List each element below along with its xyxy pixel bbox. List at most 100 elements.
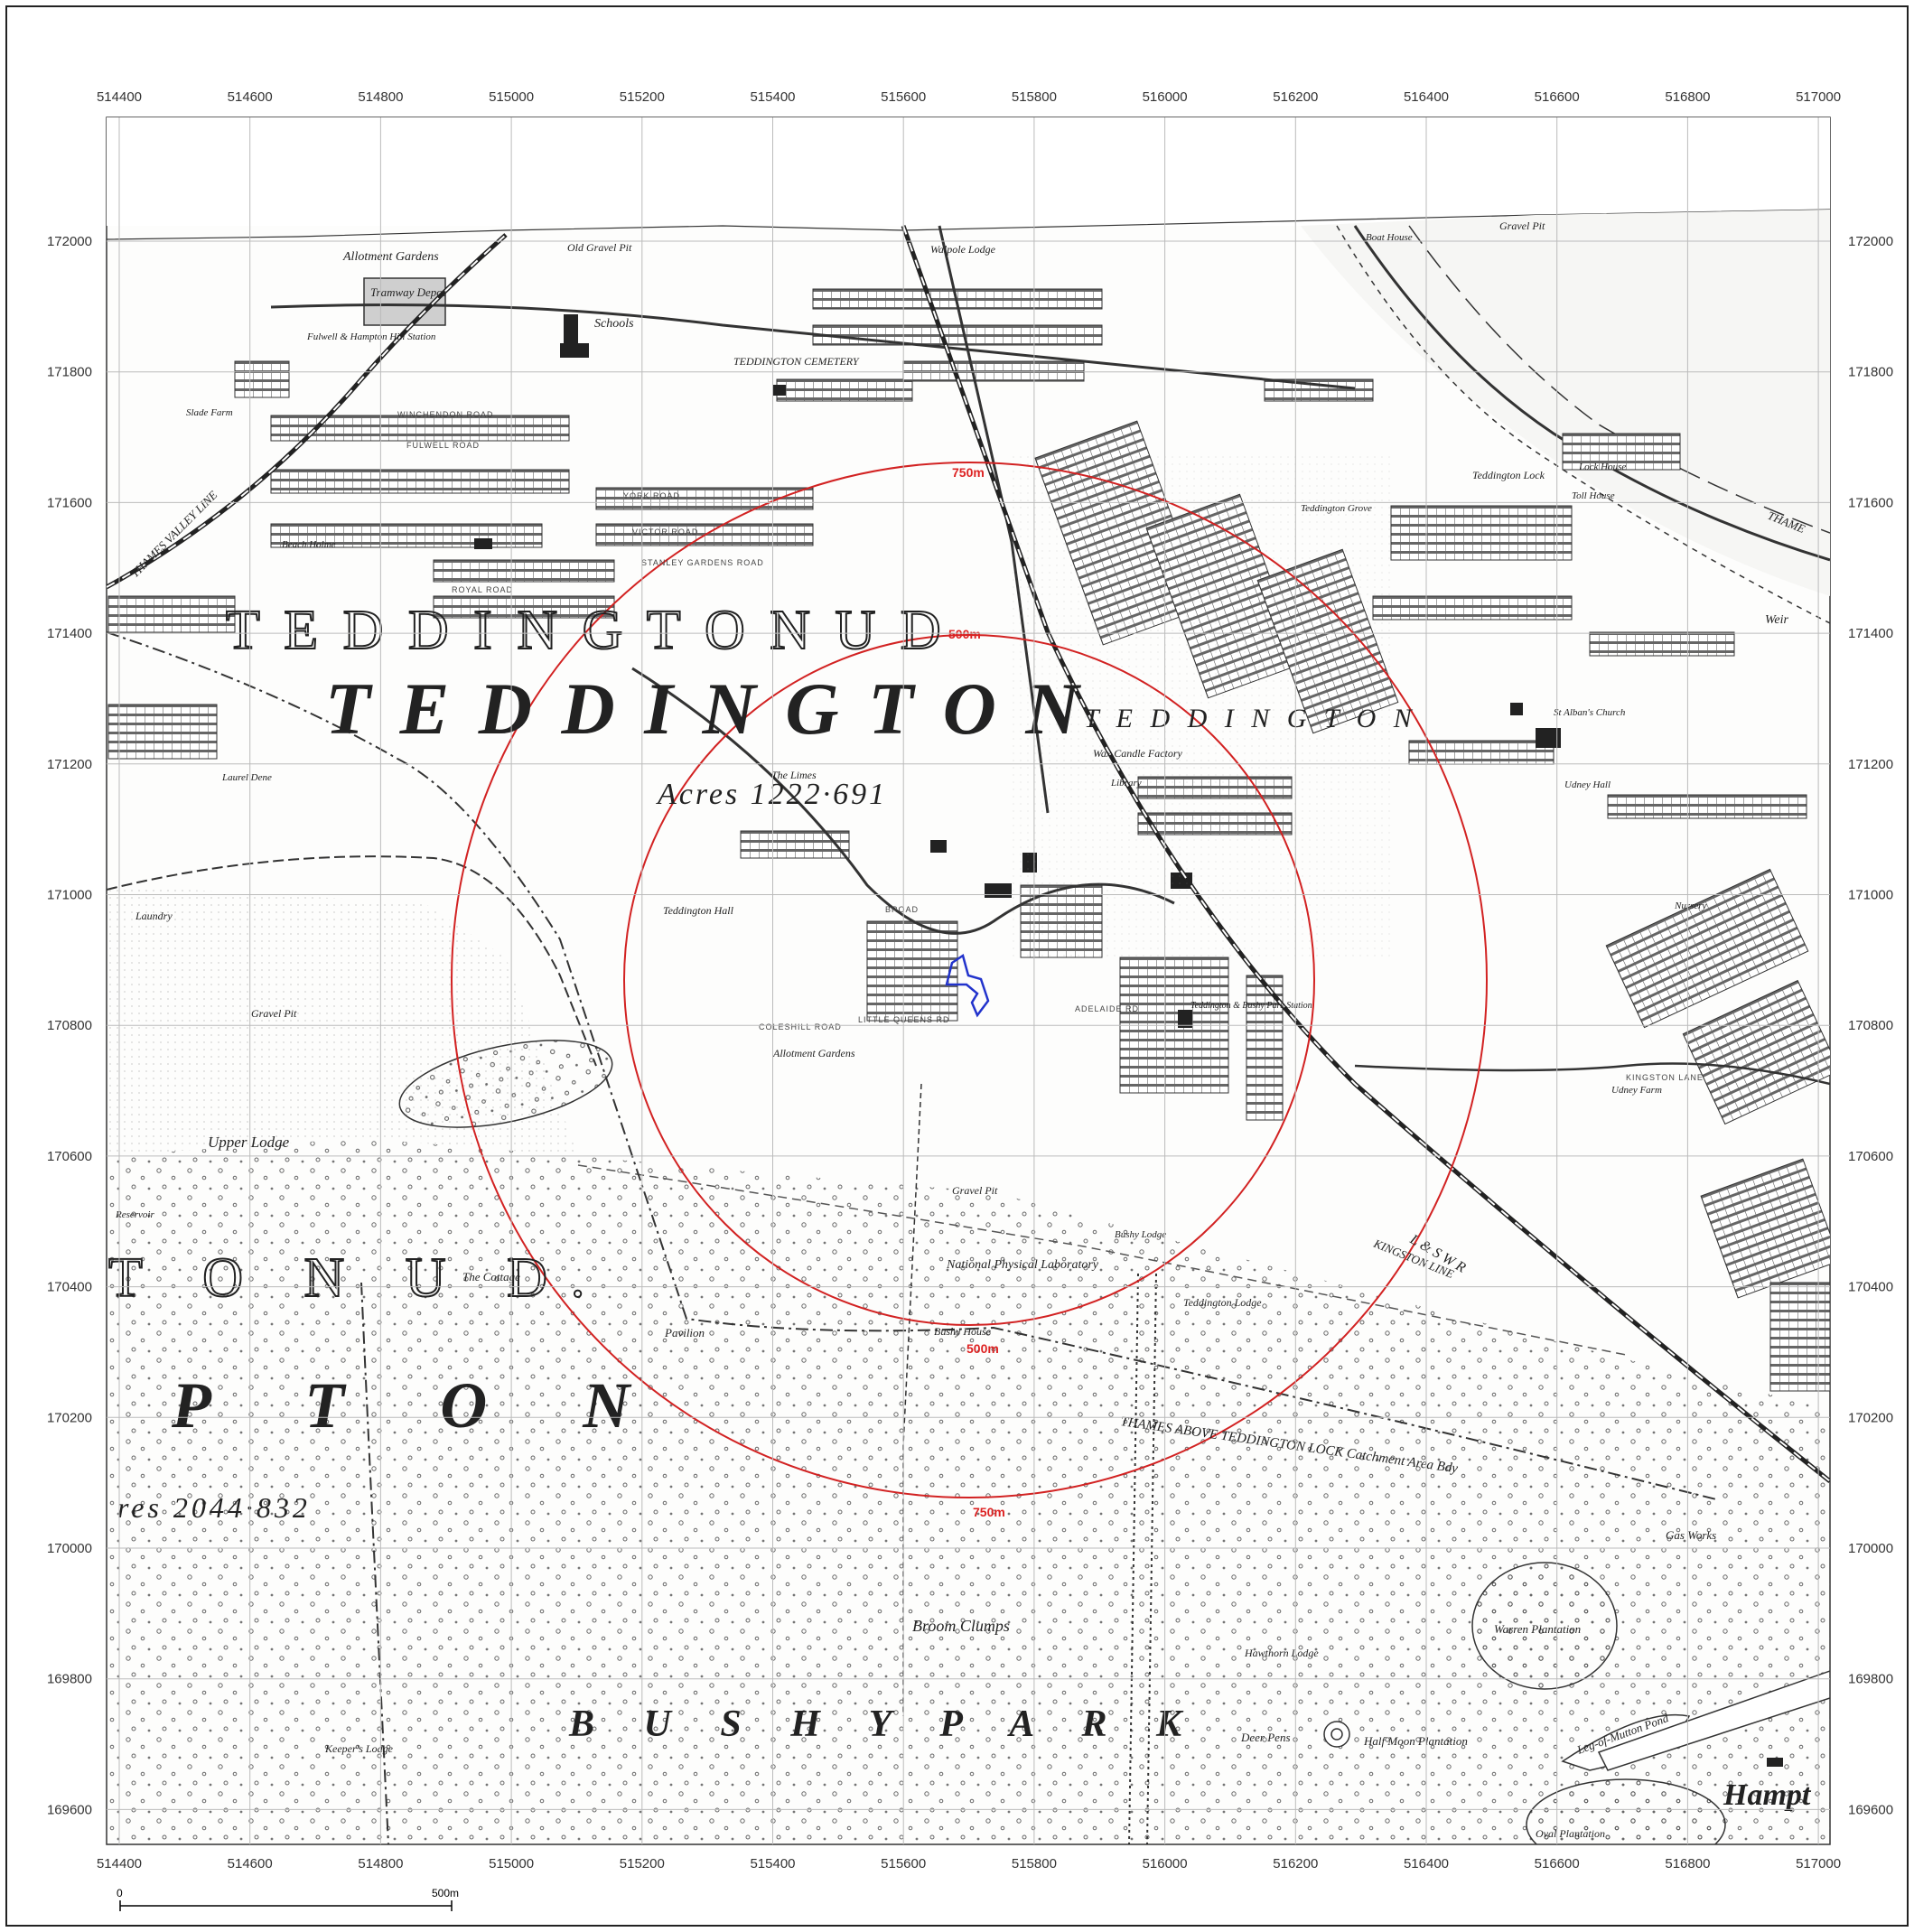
northing-tick-label-left: 171000: [47, 888, 92, 903]
northing-tick-label-left: 171600: [47, 495, 92, 510]
label-nursery: Nursery: [1674, 901, 1707, 911]
northing-tick-label-right: 172000: [1848, 234, 1893, 249]
label-teddington-cemetery: TEDDINGTON CEMETERY: [733, 355, 860, 368]
label-pavilion: Pavilion: [664, 1326, 705, 1339]
easting-ticks-top: 514400 514600 514800 515000 515200 515400 5156…: [97, 89, 1841, 105]
label-upper-lodge: Upper Lodge: [208, 1134, 290, 1151]
label-gravel-pit-sw: Gravel Pit: [251, 1007, 297, 1020]
easting-tick-label-top: 515400: [750, 89, 795, 105]
northing-tick-label-left: 169800: [47, 1672, 92, 1687]
label-boat-house: Boat House: [1366, 232, 1413, 243]
map-content: [107, 117, 1830, 1844]
label-weir: Weir: [1765, 613, 1788, 627]
northing-tick-label-right: 170400: [1848, 1280, 1893, 1295]
label-broad: BROAD: [885, 905, 919, 914]
label-teddington-ud-outline: T E D D I N G T O N U D: [226, 600, 947, 661]
easting-tick-label-top: 515200: [620, 89, 665, 105]
northing-tick-label-right: 171000: [1848, 888, 1893, 903]
label-laurel-dene: Laurel Dene: [221, 772, 272, 783]
ring-750m-label-top: 750m: [952, 465, 985, 480]
northing-tick-label-left: 172000: [47, 234, 92, 249]
label-deer-pens: Deer Pens: [1240, 1731, 1291, 1744]
easting-tick-label-top: 516200: [1273, 89, 1318, 105]
label-little-queens-rd: LITTLE QUEENS RD: [858, 1015, 950, 1024]
easting-tick-label-bottom: 516600: [1535, 1856, 1580, 1871]
easting-tick-label-bottom: 515600: [881, 1856, 926, 1871]
northing-tick-label-right: 171800: [1848, 365, 1893, 380]
label-laundry: Laundry: [135, 910, 173, 922]
label-teddington-lodge: Teddington Lodge: [1183, 1296, 1262, 1309]
easting-tick-label-bottom: 517000: [1796, 1856, 1841, 1871]
site-boundary: [945, 953, 990, 1018]
label-warren-plantation: Warren Plantation: [1494, 1622, 1581, 1636]
label-reservoir: Reservoir: [115, 1209, 154, 1220]
label-acres-1: Acres 1222·691: [656, 778, 887, 811]
label-schools: Schools: [594, 317, 634, 331]
ring-750m-label-bottom: 750m: [973, 1505, 1005, 1519]
northing-tick-label-right: 170200: [1848, 1410, 1893, 1425]
label-udney-hall: Udney Hall: [1564, 779, 1611, 790]
northing-tick-label-left: 170200: [47, 1410, 92, 1425]
bushy-park: [107, 1138, 1830, 1844]
label-npl: National Physical Laboratory: [946, 1258, 1099, 1272]
label-broom-clumps: Broom Clumps: [912, 1617, 1010, 1635]
easting-tick-label-top: 514800: [358, 89, 403, 105]
northing-tick-label-right: 169600: [1848, 1802, 1893, 1817]
label-adelaide-rd: ADELAIDE RD: [1075, 1004, 1139, 1013]
northing-tick-label-left: 170000: [47, 1541, 92, 1556]
label-old-gravel-pit: Old Gravel Pit: [567, 241, 632, 254]
label-the-limes: The Limes: [771, 769, 817, 781]
northing-tick-label-left: 169600: [47, 1802, 92, 1817]
label-tramway-depot: Tramway Depot: [370, 285, 446, 299]
ring-500m: [623, 634, 1315, 1326]
label-ton-ud: T O N U D.: [108, 1247, 608, 1309]
northing-tick-label-right: 171400: [1848, 626, 1893, 641]
label-pton: P T O N: [171, 1369, 669, 1442]
easting-ticks-bottom: 514400 514600 514800 515000 515200 515400 5156…: [97, 1856, 1841, 1871]
easting-tick-label-top: 515000: [489, 89, 534, 105]
easting-tick-label-bottom: 515800: [1012, 1856, 1057, 1871]
label-kingston-lane: KINGSTON LANE: [1626, 1073, 1704, 1082]
northing-tick-label-right: 170000: [1848, 1541, 1893, 1556]
buffer-rings: 750m 500m 500m 750m: [451, 462, 1488, 1519]
northing-tick-label-left: 170600: [47, 1149, 92, 1164]
easting-tick-label-top: 516000: [1143, 89, 1188, 105]
label-gravel-pit-ne: Gravel Pit: [1499, 219, 1545, 232]
northing-tick-label-right: 171200: [1848, 757, 1893, 772]
label-teddington-station: Teddington & Bushy Park Station: [1190, 1001, 1312, 1011]
easting-tick-label-top: 515800: [1012, 89, 1057, 105]
label-teddington-grove: Teddington Grove: [1301, 503, 1372, 514]
label-gravel-pit-npl: Gravel Pit: [952, 1184, 998, 1197]
label-big-teddington: T E D D I N G T O N: [325, 667, 1085, 750]
parish-boundary: [107, 631, 1717, 1500]
easting-tick-label-bottom: 515400: [750, 1856, 795, 1871]
label-toll-house: Toll House: [1572, 490, 1615, 501]
easting-tick-label-bottom: 516000: [1143, 1856, 1188, 1871]
easting-tick-label-bottom: 515200: [620, 1856, 665, 1871]
northing-tick-label-left: 170400: [47, 1280, 92, 1295]
label-keepers-lodge: Keeper's Lodge: [324, 1742, 394, 1755]
label-york-road: YORK ROAD: [623, 491, 680, 500]
easting-tick-label-top: 515600: [881, 89, 926, 105]
label-walpole-lodge: Walpole Lodge: [930, 243, 996, 256]
label-bushy-lodge: Bushy Lodge: [1115, 1229, 1166, 1240]
label-coleshill-road: COLESHILL ROAD: [759, 1022, 842, 1031]
label-teddington-hall: Teddington Hall: [663, 904, 734, 917]
easting-tick-label-bottom: 515000: [489, 1856, 534, 1871]
easting-tick-label-bottom: 514800: [358, 1856, 403, 1871]
easting-tick-label-bottom: 514400: [97, 1856, 142, 1871]
label-stanley-road: STANLEY GARDENS ROAD: [641, 558, 764, 567]
northing-tick-label-right: 170600: [1848, 1149, 1893, 1164]
label-royal-road: ROYAL ROAD: [452, 585, 513, 594]
easting-tick-label-bottom: 514600: [228, 1856, 273, 1871]
label-hampton: Hampt: [1723, 1778, 1812, 1812]
plantations: [398, 1040, 1830, 1844]
northing-tick-label-left: 171400: [47, 626, 92, 641]
northing-tick-label-left: 171200: [47, 757, 92, 772]
label-winchendon-road: WINCHENDON ROAD: [397, 410, 494, 419]
label-wax-candle-factory: Wax Candle Factory: [1093, 747, 1183, 760]
easting-tick-label-top: 516800: [1665, 89, 1710, 105]
easting-tick-label-bottom: 516800: [1665, 1856, 1710, 1871]
northing-tick-label-right: 169800: [1848, 1672, 1893, 1687]
